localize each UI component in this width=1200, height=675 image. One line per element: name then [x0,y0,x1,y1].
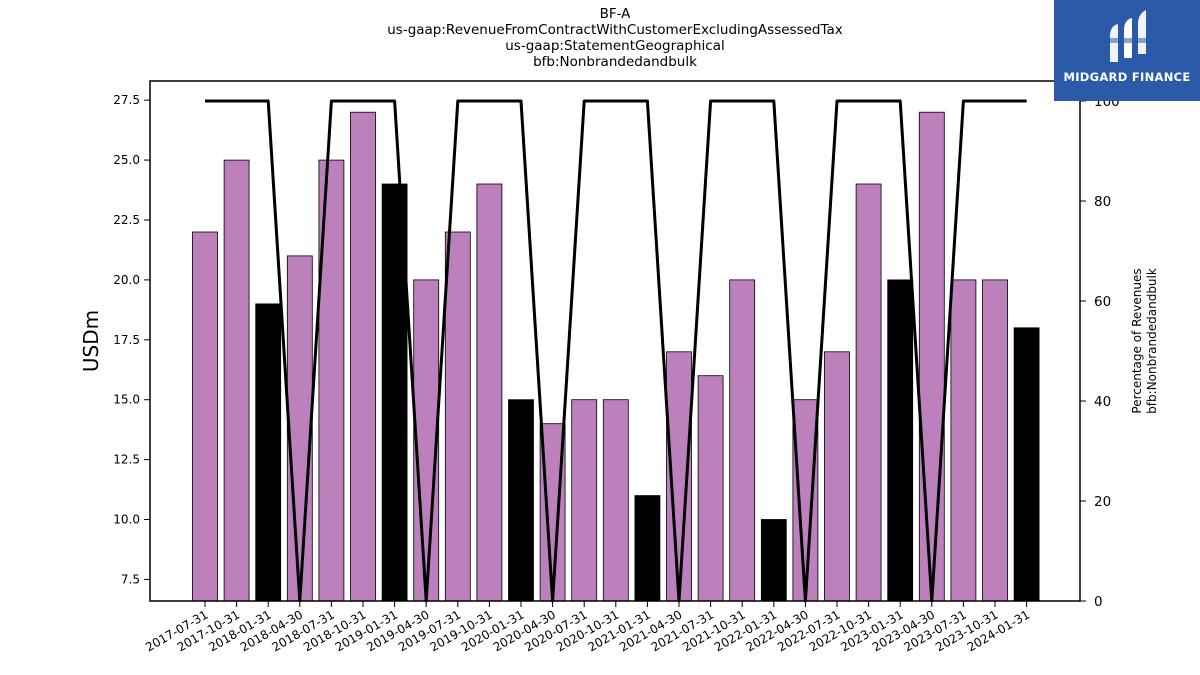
bar-2020-10-31 [602,399,629,602]
bar-2019-10-31 [476,183,503,602]
chart-subtitle-axis: us-gaap:StatementGeographical [505,38,725,54]
x-axis-ticks: 2017-07-312017-10-312018-01-312018-04-30… [143,601,1032,654]
bar-2023-10-31 [982,279,1008,602]
bar-2020-07-31 [571,399,598,602]
bar-2020-01-31 [508,399,534,602]
chart-title: BF-A [599,6,631,22]
chart-title-block: BF-A us-gaap:RevenueFromContractWithCust… [330,6,900,70]
y-tick-label: 10.0 [113,513,140,527]
brand-name: MIDGARD FINANCE [1063,70,1191,84]
bar-series [192,111,1040,602]
y2-tick-label: 80 [1094,194,1111,210]
bar-2023-07-31 [950,279,977,602]
y-tick-label: 20.0 [113,273,140,287]
y2-axis-label-line1: Percentage of Revenues [1130,268,1144,413]
bar-2022-07-31 [824,351,850,602]
y-axis-label: USDm [79,310,103,372]
y-tick-label: 22.5 [113,213,140,227]
bar-2022-01-31 [760,519,787,602]
chart-subtitle-concept: us-gaap:RevenueFromContractWithCustomerE… [387,22,843,38]
plot-frame [149,80,1081,602]
bar-2017-10-31 [223,159,250,602]
y-tick-label: 25.0 [113,153,140,167]
bar-2018-04-30 [286,255,313,602]
bar-2023-01-31 [887,279,914,602]
percentage-line [205,99,1027,603]
bar-2018-01-31 [255,303,282,602]
bar-2021-01-31 [634,495,661,602]
y2-tick-label: 60 [1094,294,1111,310]
midgard-logo-icon [1110,10,1146,62]
bar-2023-04-30 [918,111,945,602]
y-tick-label: 15.0 [113,393,140,407]
bar-2019-04-30 [413,279,440,602]
y-tick-label: 17.5 [113,333,140,347]
y2-tick-label: 20 [1094,494,1111,510]
y2-tick-label: 0 [1094,594,1103,610]
left-axis-ticks: 7.5 10.0 12.5 15.0 17.5 20.0 22.5 25.0 27.5 [113,93,150,586]
bar-2019-07-31 [444,231,471,602]
y2-tick-label: 40 [1094,394,1111,410]
y2-axis-label-line2: bfb:Nonbrandedandbulk [1145,268,1159,414]
y-tick-label: 7.5 [121,572,140,586]
bar-2021-10-31 [729,279,756,602]
y-tick-label: 12.5 [113,453,140,467]
bar-2022-04-30 [792,399,819,602]
bar-2018-10-31 [350,111,376,602]
y-tick-label: 27.5 [113,93,140,107]
bar-2021-07-31 [697,375,724,602]
bar-2024-01-31 [1013,327,1040,602]
chart-subtitle-member: bfb:Nonbrandedandbulk [533,54,697,70]
bar-2022-10-31 [855,183,882,602]
bar-2017-07-31 [192,231,218,602]
brand-badge: MIDGARD FINANCE [1054,0,1200,101]
